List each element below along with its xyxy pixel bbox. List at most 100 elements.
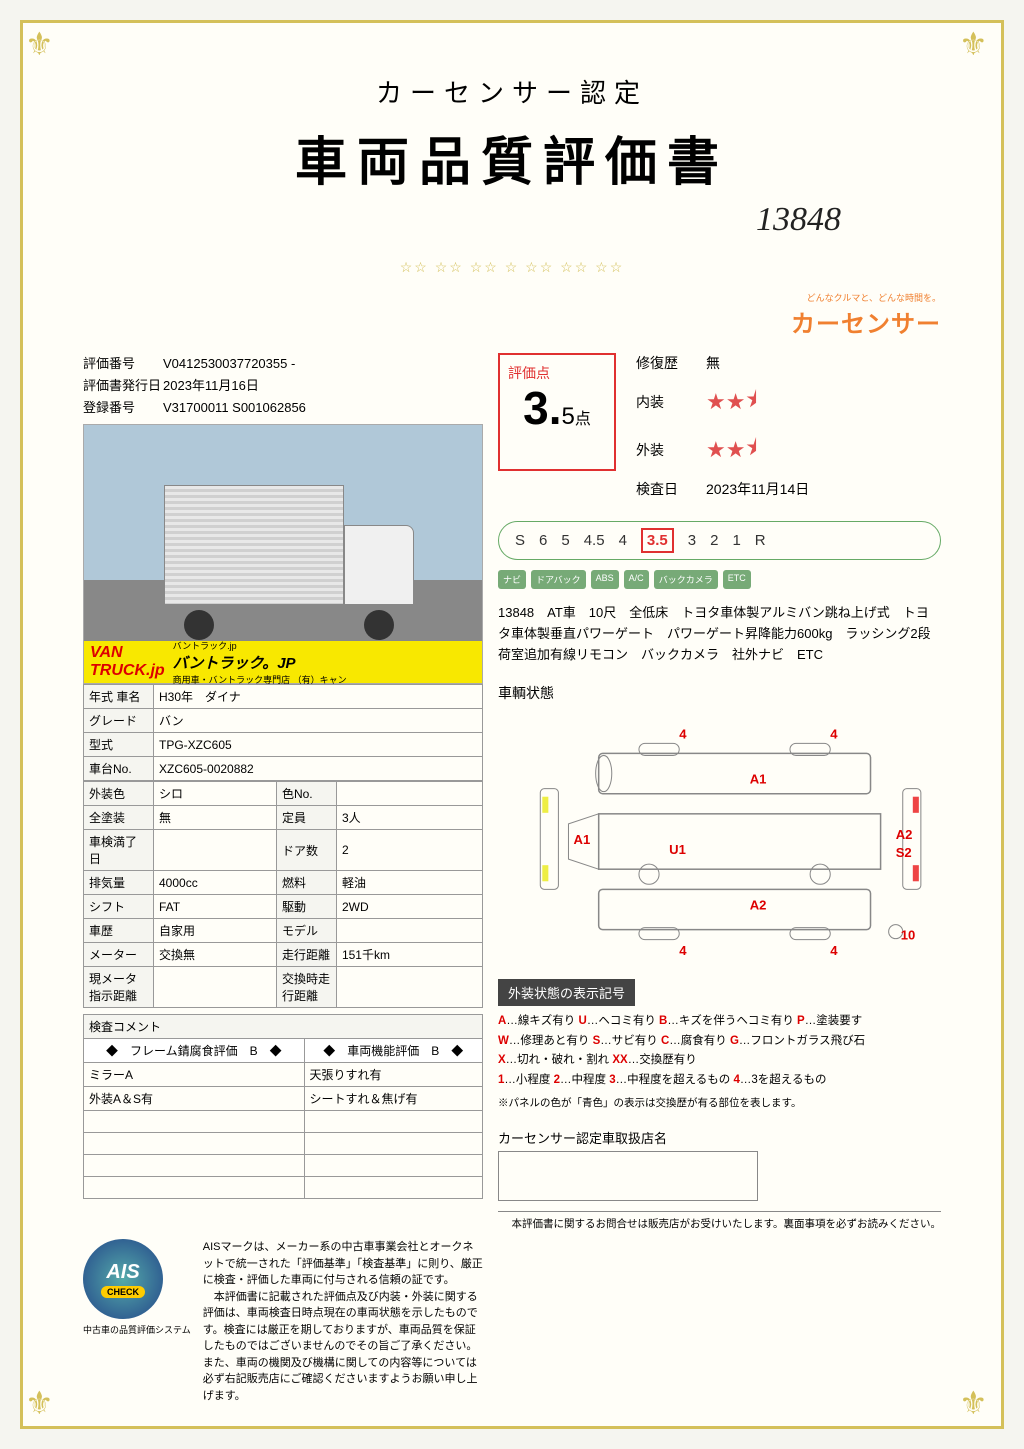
grade-item: 3.5 [641,528,674,553]
vehicle-photo: VANTRUCK.jp バントラック.jp バントラック。JP 商用車・バントラ… [83,424,483,684]
spec-value: 3人 [336,806,482,830]
spec-label: 燃料 [276,871,336,895]
feature-badge: ETC [723,570,751,589]
spec-label: 車検満了日 [84,830,154,871]
spec-value: バン [154,709,483,733]
legend-code: XX [612,1054,627,1066]
spec-value [154,967,277,1008]
legend-code: 4 [733,1074,739,1086]
spec-value: 交換無 [154,943,277,967]
spec-value: TPG-XZC605 [154,733,483,757]
carsensor-logo: カーセンサー [791,304,941,339]
star-divider: ☆☆ ☆☆ ☆☆ ☆ ☆☆ ☆☆ ☆☆ [83,259,941,276]
spec-value: FAT [154,895,277,919]
diagram-mark: 4 [679,943,687,958]
legend-code: 2 [554,1074,560,1086]
legend-code: B [659,1015,667,1027]
grade-item: 3 [688,532,696,549]
certificate-frame: ⚜ ⚜ ⚜ ⚜ カーセンサー認定 車両品質評価書 13848 ☆☆ ☆☆ ☆☆ … [20,20,1004,1429]
comment-cell: ミラーA [84,1063,305,1087]
legend-code: U [579,1015,587,1027]
ratings: 修復歴無内装★★⯨外装★★⯨検査日2023年11月14日 [636,353,941,509]
comment-cell [84,1133,305,1155]
diagram-mark: A1 [750,772,767,787]
spec-label: 車歴 [84,919,154,943]
spec-label: ドア数 [276,830,336,871]
comment-cell [84,1155,305,1177]
grade-item: S [515,532,525,549]
spec-label: シフト [84,895,154,919]
left-column: 評価番号V0412530037720355 - 評価書発行日2023年11月16… [83,353,483,1404]
spec-value: シロ [154,782,277,806]
grade-item: 4 [619,532,627,549]
spec-value [336,919,482,943]
diagram-mark: A2 [896,827,913,842]
spec-label: グレード [84,709,154,733]
feature-badges: ナビドアバックABSA/CバックカメラETC [498,570,941,589]
grade-item: 2 [710,532,718,549]
spec-label: 排気量 [84,871,154,895]
spec-value: 4000cc [154,871,277,895]
spec-label: 走行距離 [276,943,336,967]
spec-value: 2WD [336,895,482,919]
spec-value: 自家用 [154,919,277,943]
comment-cell [304,1155,482,1177]
rating-label: 内装 [636,392,706,412]
spec-label: 定員 [276,806,336,830]
grade-item: R [755,532,766,549]
dealer-label: カーセンサー認定車取扱店名 [498,1128,941,1147]
comment-cell: 天張りすれ有 [304,1063,482,1087]
spec-label: 駆動 [276,895,336,919]
rating-label: 修復歴 [636,353,706,373]
feature-badge: ABS [591,570,619,589]
legend-code: P [797,1015,805,1027]
grade-item: 4.5 [584,532,605,549]
spec-label: 交換時走行距離 [276,967,336,1008]
diagram-mark: A1 [574,832,591,847]
brand-tagline: どんなクルマと、どんな時間を。 [791,291,941,304]
spec-value: 軽油 [336,871,482,895]
diagram-label: 車輌状態 [498,683,941,703]
spec-value: XZC605-0020882 [154,757,483,781]
spec-value: 151千km [336,943,482,967]
score-box: 評価点 3.5点 [498,353,616,471]
star-icon: ★ [726,437,746,463]
spec-value: 2 [336,830,482,871]
comment-subheader: ◆ フレーム錆腐食評価 B ◆ [84,1039,305,1063]
grade-scale: S654.543.5321R [498,521,941,560]
corner-ornament: ⚜ [25,25,65,65]
comment-subheader: ◆ 車両機能評価 B ◆ [304,1039,482,1063]
spec-label: 色No. [276,782,336,806]
feature-badge: ドアバック [531,570,586,589]
legend-code: G [730,1035,739,1047]
diagram-mark: 4 [830,727,838,742]
spec-value [154,830,277,871]
spec-label: 全塗装 [84,806,154,830]
legend-note: ※パネルの色が「青色」の表示は交換歴が有る部位を表します。 [498,1095,941,1110]
comment-cell [304,1177,482,1199]
diagram-mark: U1 [669,842,686,857]
spec-label: モデル [276,919,336,943]
photo-banner: VANTRUCK.jp バントラック.jp バントラック。JP 商用車・バントラ… [84,641,482,683]
comment-cell: シートすれ＆焦げ有 [304,1087,482,1111]
rating-value: 2023年11月14日 [706,479,809,499]
star-half-icon: ⯨ [745,383,757,421]
diagram-mark: A2 [750,898,767,913]
spec-label: 型式 [84,733,154,757]
spec-label: 外装色 [84,782,154,806]
ais-section: AIS CHECK 中古車の品質評価システム AISマークは、メーカー系の中古車… [83,1239,483,1404]
comment-cell: 外装A＆S有 [84,1087,305,1111]
star-half-icon: ⯨ [745,431,757,469]
diagram-mark: 4 [679,727,687,742]
handwritten-number: 13848 [83,201,941,239]
rating-label: 外装 [636,440,706,460]
comment-cell [84,1111,305,1133]
spec-table-2: 外装色シロ色No.全塗装無定員3人車検満了日ドア数2排気量4000cc燃料軽油シ… [83,781,483,1008]
spec-table: 年式 車名H30年 ダイナグレードバン型式TPG-XZC605車台No.XZC6… [83,684,483,781]
comment-cell [304,1133,482,1155]
diagram-mark: S2 [896,846,912,861]
grade-item: 6 [539,532,547,549]
legend-header: 外装状態の表示記号 [498,979,635,1006]
feature-badge: バックカメラ [654,570,718,589]
rating-label: 検査日 [636,479,706,499]
